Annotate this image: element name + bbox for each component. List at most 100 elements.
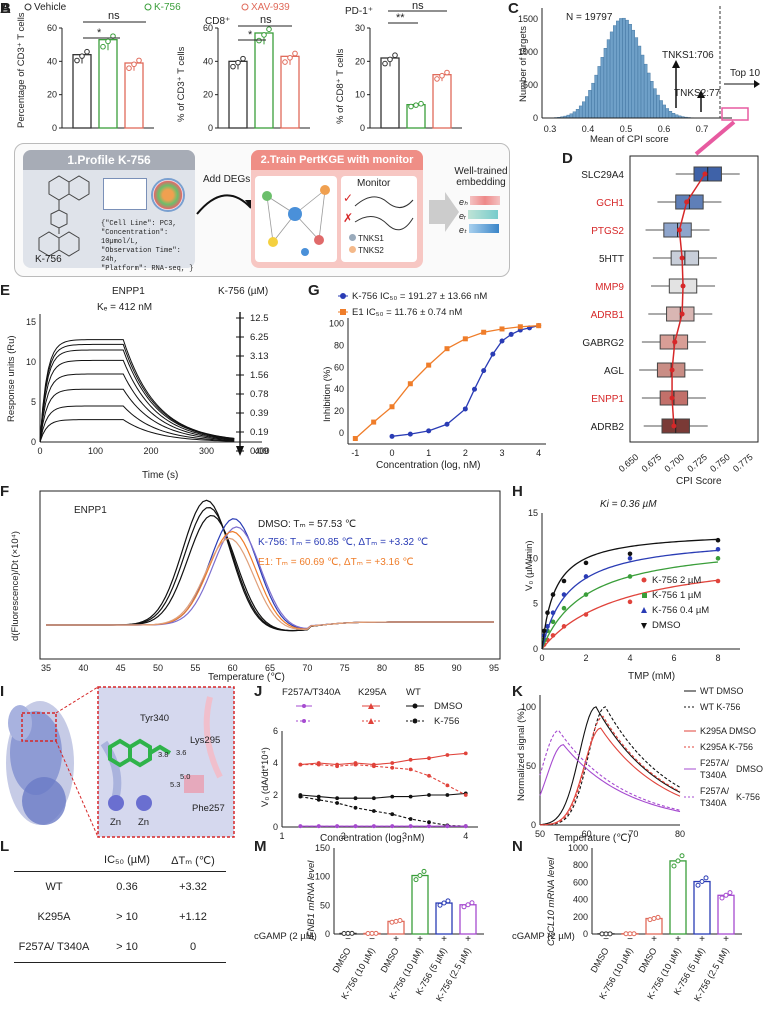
y-tick-label: 0 <box>533 113 538 123</box>
a2-sig2: ns <box>260 14 272 26</box>
dot <box>727 890 733 896</box>
dot <box>392 52 398 59</box>
line-WT DMSO <box>300 792 466 799</box>
y-tick-label: 200 <box>573 912 588 922</box>
x-tick-label: 300 <box>199 446 214 456</box>
y-tick-label: 800 <box>573 860 588 870</box>
panel-j: F257A/T340A K295A WT DMSO K-756 V₀ (dA/d… <box>260 687 478 844</box>
res-tyr340: Tyr340 <box>140 713 169 724</box>
e-kd: Kₑ = 412 nM <box>97 302 152 313</box>
h-leg-1: K-756 1 µM <box>652 590 701 601</box>
j-leg-k756: K-756 <box>434 716 459 727</box>
point <box>353 796 358 801</box>
dot <box>266 26 272 33</box>
c-xlabel: Mean of CPI score <box>590 134 669 145</box>
curve-K-756 <box>391 325 539 437</box>
e-xlabel: Time (s) <box>142 470 178 481</box>
h-leg-0: K-756 2 µM <box>652 575 701 586</box>
dist-3: 5.0 <box>180 772 190 781</box>
bar-Vehicle <box>380 57 400 129</box>
y-tick-label: 0 <box>325 929 330 939</box>
hist-bin <box>640 54 645 119</box>
panel-c: N = 19797 Number of targets 0.3 0.4 0.5 0.6… <box>518 6 760 156</box>
y-tick-label: 6 <box>273 726 278 736</box>
k-leg-4: F257A/ <box>700 758 730 768</box>
point <box>335 801 340 805</box>
step2-title: 2.Train PertKGE with monitor <box>251 150 423 170</box>
point <box>316 824 321 829</box>
target-label: SLC29A4 <box>581 170 624 181</box>
a3-sig1: ** <box>396 12 405 24</box>
c-top10: Top 10 <box>730 68 760 79</box>
target-label: GCH1 <box>596 198 624 209</box>
dot <box>261 32 267 38</box>
panel-k: Normalized signal (%) Temperature (℃) 05… <box>516 686 763 844</box>
a1-sig2: ns <box>108 10 120 22</box>
mean-point <box>672 339 678 345</box>
table-cell: K295A <box>37 911 71 923</box>
point <box>353 762 358 767</box>
y-tick-label: 30 <box>355 23 365 33</box>
y-tick-label: 0 <box>273 822 278 832</box>
panel-letter-e: E <box>0 282 11 299</box>
f-title: ENPP1 <box>74 505 107 516</box>
table-cell: F257A/ T340A <box>18 941 90 953</box>
table-cell: 0 <box>189 941 197 953</box>
monitor-label: Monitor <box>357 178 391 189</box>
dot <box>441 900 447 906</box>
bar <box>435 902 453 935</box>
point <box>335 824 340 829</box>
k-leg-1: WT K-756 <box>700 702 740 712</box>
melt-curve <box>539 727 681 826</box>
point <box>715 556 721 561</box>
y-tick-label: 100 <box>521 702 536 712</box>
point <box>444 346 450 352</box>
cgamp-sign: + <box>393 934 399 945</box>
g-ylabel: Inhibition (%) <box>322 367 333 422</box>
y-tick-label: 15 <box>528 508 538 518</box>
line-K295A DMSO <box>300 752 466 766</box>
cgamp-sign: + <box>441 934 447 945</box>
e-ylabel: Response units (Ru) <box>6 335 17 422</box>
point <box>463 824 468 829</box>
dot <box>444 69 450 76</box>
point <box>389 433 395 439</box>
k-leg-8: T340A <box>700 798 727 808</box>
x-tick-label: 4 <box>627 653 632 663</box>
y-tick-label: 1500 <box>518 14 538 24</box>
table-cell: WT <box>45 881 63 893</box>
x-tick-label: 70 <box>302 663 312 673</box>
mean-point <box>684 199 690 205</box>
point <box>583 612 589 617</box>
hist-bin <box>594 74 598 119</box>
point <box>390 824 395 829</box>
bar-Vehicle <box>228 60 248 129</box>
dot <box>723 892 729 898</box>
dot <box>719 895 725 901</box>
sensorgram-curve <box>39 405 235 443</box>
a3-title: PD-1⁺ <box>345 6 373 17</box>
l-col-ic50: IC₅₀ (µM) <box>104 854 150 866</box>
y-tick-label: 40 <box>334 384 344 394</box>
a2-plot: 0 20 40 60 <box>203 23 310 133</box>
y-tick-label: 0 <box>583 929 588 939</box>
point <box>427 820 431 825</box>
f-xlabel: Temperature (℃) <box>208 672 285 683</box>
x-tick-label: 0 <box>37 446 42 456</box>
bar-K-756 <box>254 32 274 129</box>
add-degs-arrow <box>196 194 253 215</box>
point <box>408 757 413 762</box>
y-tick-label: 20 <box>334 406 344 416</box>
dot <box>418 100 424 107</box>
x-tick-label: 3 <box>499 448 504 458</box>
dot <box>292 50 298 57</box>
res-phe257: Phe257 <box>192 803 225 814</box>
hist-bin <box>622 17 626 119</box>
panel-letter-n: N <box>512 838 523 855</box>
conc-label: 1.56 <box>250 370 269 381</box>
bar-Vehicle <box>72 54 92 129</box>
a1-sig1: * <box>97 27 102 39</box>
j-head-mut: F257A/T340A <box>282 687 341 698</box>
hist-bin <box>609 31 614 119</box>
tnks2-label: TNKS2 <box>349 246 384 255</box>
